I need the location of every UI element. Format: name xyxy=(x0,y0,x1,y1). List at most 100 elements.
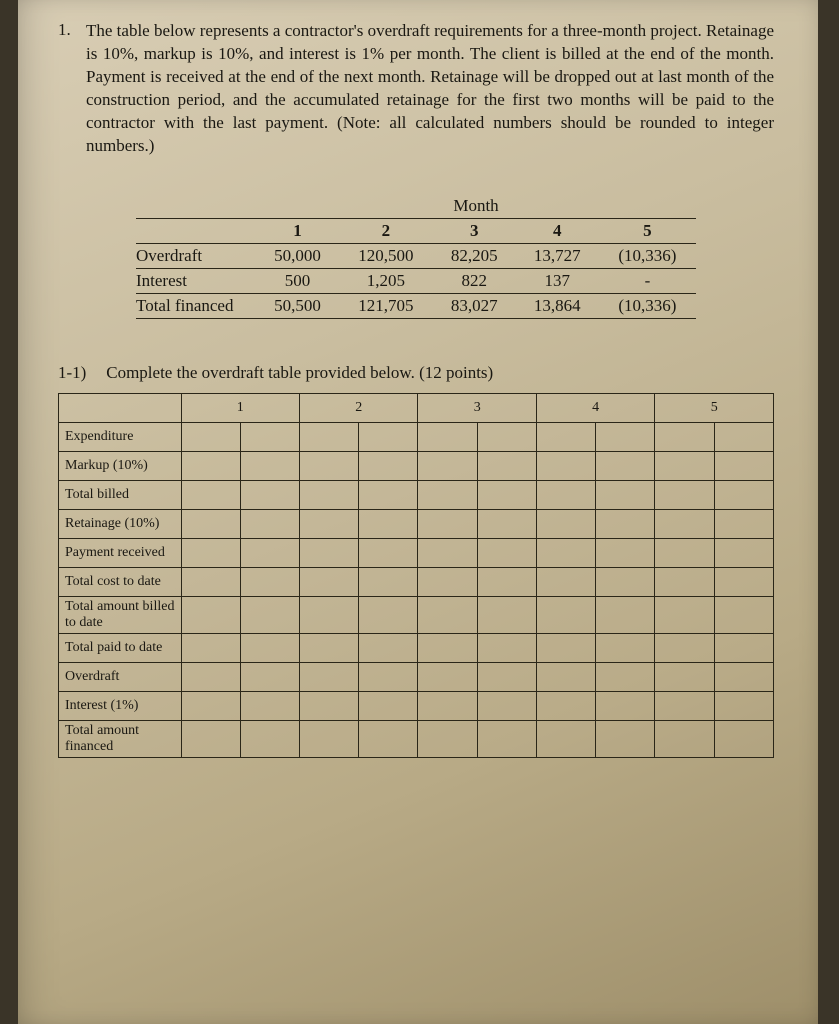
blank-cell xyxy=(655,451,714,480)
blank-row: Markup (10%) xyxy=(59,451,774,480)
blank-cell xyxy=(477,633,536,662)
blank-cell xyxy=(536,567,595,596)
blank-cell xyxy=(714,451,773,480)
blank-cell xyxy=(596,538,655,567)
blank-cell xyxy=(477,422,536,451)
summary-cell: 50,000 xyxy=(256,243,339,268)
blank-cell xyxy=(477,567,536,596)
blank-cell xyxy=(714,538,773,567)
blank-cell xyxy=(536,451,595,480)
blank-cell xyxy=(359,720,418,757)
summary-row-label: Total financed xyxy=(136,293,256,318)
blank-cell xyxy=(181,538,240,567)
blank-cell xyxy=(536,691,595,720)
blank-cell xyxy=(418,451,477,480)
blank-cell xyxy=(418,538,477,567)
blank-cell xyxy=(181,633,240,662)
blank-cell xyxy=(418,422,477,451)
blank-cell xyxy=(240,422,299,451)
blank-row-label: Total amount billed to date xyxy=(59,596,182,633)
blank-cell xyxy=(596,691,655,720)
blank-cell xyxy=(300,509,359,538)
blank-cell xyxy=(240,691,299,720)
blank-cell xyxy=(536,720,595,757)
blank-cell xyxy=(655,691,714,720)
blank-cell xyxy=(181,691,240,720)
blank-cell xyxy=(240,509,299,538)
blank-row: Total billed xyxy=(59,480,774,509)
summary-col-4: 4 xyxy=(516,218,599,243)
blank-cell xyxy=(714,596,773,633)
blank-cell xyxy=(181,567,240,596)
blank-cell xyxy=(359,633,418,662)
blank-cell xyxy=(240,596,299,633)
blank-cell xyxy=(300,691,359,720)
blank-cell xyxy=(418,596,477,633)
blank-row-label: Total cost to date xyxy=(59,567,182,596)
blank-cell xyxy=(596,451,655,480)
blank-cell xyxy=(714,691,773,720)
blank-cell xyxy=(596,509,655,538)
blank-cell xyxy=(359,567,418,596)
blank-cell xyxy=(240,662,299,691)
blank-row-label: Expenditure xyxy=(59,422,182,451)
blank-row: Total paid to date xyxy=(59,633,774,662)
blank-cell xyxy=(418,567,477,596)
blank-col-5: 5 xyxy=(655,393,774,422)
blank-cell xyxy=(596,720,655,757)
blank-cell xyxy=(655,538,714,567)
blank-row-label: Overdraft xyxy=(59,662,182,691)
summary-cell: (10,336) xyxy=(599,293,696,318)
blank-cell xyxy=(536,422,595,451)
summary-table-block: Month 1 2 3 4 5 Overdraft 50,000 120,500… xyxy=(136,196,696,319)
blank-header-label-cell xyxy=(59,393,182,422)
blank-cell xyxy=(359,662,418,691)
question-text: The table below represents a contractor'… xyxy=(86,20,774,158)
blank-cell xyxy=(418,662,477,691)
blank-row: Retainage (10%) xyxy=(59,509,774,538)
blank-row-label: Markup (10%) xyxy=(59,451,182,480)
blank-cell xyxy=(655,422,714,451)
blank-cell xyxy=(240,633,299,662)
summary-cell: 13,864 xyxy=(516,293,599,318)
blank-cell xyxy=(655,596,714,633)
blank-cell xyxy=(596,567,655,596)
blank-cell xyxy=(240,451,299,480)
blank-cell xyxy=(477,720,536,757)
blank-col-4: 4 xyxy=(536,393,654,422)
summary-cell: 82,205 xyxy=(433,243,516,268)
subquestion-tag: 1-1) xyxy=(58,363,102,383)
summary-col-5: 5 xyxy=(599,218,696,243)
summary-col-1: 1 xyxy=(256,218,339,243)
blank-row-label: Total paid to date xyxy=(59,633,182,662)
question-block: 1. The table below represents a contract… xyxy=(58,20,774,158)
summary-cell: 83,027 xyxy=(433,293,516,318)
blank-cell xyxy=(359,538,418,567)
summary-row-label: Overdraft xyxy=(136,243,256,268)
blank-cell xyxy=(300,567,359,596)
blank-cell xyxy=(596,633,655,662)
blank-cell xyxy=(418,720,477,757)
summary-table: 1 2 3 4 5 Overdraft 50,000 120,500 82,20… xyxy=(136,218,696,319)
summary-cell: 120,500 xyxy=(339,243,433,268)
blank-cell xyxy=(655,662,714,691)
summary-cell: (10,336) xyxy=(599,243,696,268)
blank-cell xyxy=(240,720,299,757)
summary-cell: 13,727 xyxy=(516,243,599,268)
blank-cell xyxy=(536,538,595,567)
blank-cell xyxy=(477,691,536,720)
summary-cell: 1,205 xyxy=(339,268,433,293)
blank-cell xyxy=(655,509,714,538)
blank-row-label: Total billed xyxy=(59,480,182,509)
blank-cell xyxy=(477,662,536,691)
blank-row: Total amount financed xyxy=(59,720,774,757)
blank-cell xyxy=(596,480,655,509)
summary-row-overdraft: Overdraft 50,000 120,500 82,205 13,727 (… xyxy=(136,243,696,268)
blank-cell xyxy=(359,451,418,480)
blank-cell xyxy=(300,662,359,691)
summary-cell: - xyxy=(599,268,696,293)
blank-row: Interest (1%) xyxy=(59,691,774,720)
blank-cell xyxy=(240,538,299,567)
blank-cell xyxy=(596,422,655,451)
blank-col-2: 2 xyxy=(300,393,418,422)
